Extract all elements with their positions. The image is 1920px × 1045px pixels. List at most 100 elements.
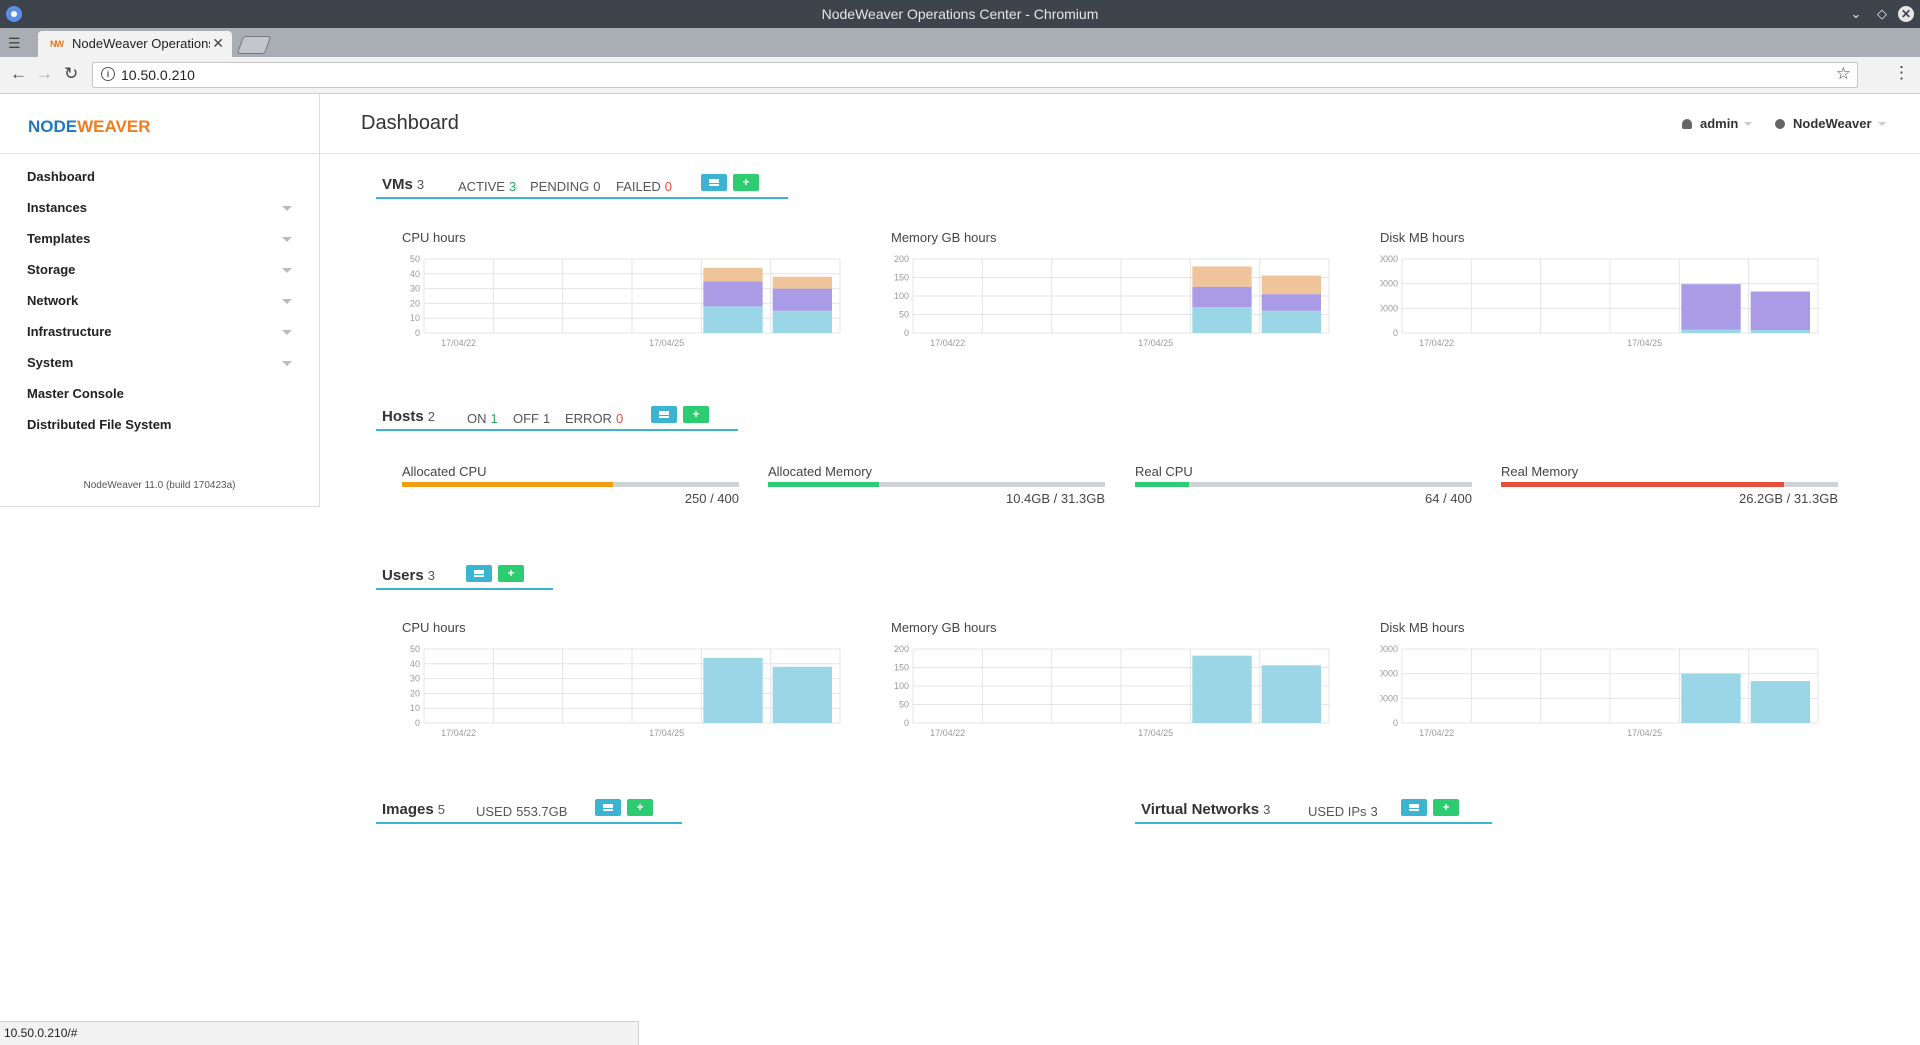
minimize-icon[interactable]: ⌄ bbox=[1850, 6, 1862, 21]
sidebar-item-dashboard[interactable]: Dashboard bbox=[0, 169, 319, 200]
reload-icon[interactable]: ↻ bbox=[64, 64, 79, 83]
y-tick-label: 150 bbox=[894, 273, 909, 283]
tab-strip: ☰ NW NodeWeaver Operations Center ✕ bbox=[0, 28, 1920, 57]
sidebar-item-instances[interactable]: Instances bbox=[0, 200, 319, 231]
nodeweaver-logo[interactable]: NODEWEAVER bbox=[28, 117, 151, 136]
sidebar-item-network[interactable]: Network bbox=[0, 293, 319, 324]
chart-bar[interactable] bbox=[1192, 307, 1252, 333]
chart-plot: 0 50 100 150 200 17/04/22 17/04/25 bbox=[894, 644, 1330, 738]
usage-label: Real Memory bbox=[1501, 464, 1579, 479]
chart-bar[interactable] bbox=[1261, 275, 1321, 295]
users-add-button[interactable]: + bbox=[498, 565, 524, 582]
user-memory-hours-chart: Memory GB hours 0 50 100 150 200 17/04/22 17/04… bbox=[891, 620, 1331, 750]
chart-bar[interactable] bbox=[1750, 330, 1810, 333]
vms-failed-stat: FAILED 0 bbox=[616, 179, 673, 194]
chart-bar[interactable] bbox=[1261, 294, 1321, 311]
sidebar-item-storage[interactable]: Storage bbox=[0, 262, 319, 293]
images-list-button[interactable] bbox=[595, 799, 621, 816]
y-tick-label: 100 bbox=[894, 291, 909, 301]
chevron-down-icon bbox=[282, 268, 292, 273]
chart-bar[interactable] bbox=[1681, 329, 1741, 333]
chart-bar[interactable] bbox=[1261, 665, 1321, 723]
browser-tab[interactable]: NW NodeWeaver Operations Center ✕ bbox=[38, 31, 232, 57]
chart-bar[interactable] bbox=[1750, 291, 1810, 331]
chart-bar[interactable] bbox=[1681, 284, 1741, 330]
chart-bar[interactable] bbox=[1681, 673, 1741, 723]
forward-icon[interactable]: → bbox=[36, 64, 53, 83]
vm-disk-hours-chart: Disk MB hours 0 5000000 10000000 15000000 17/… bbox=[1380, 230, 1820, 360]
sidebar-item-label: Master Console bbox=[27, 386, 124, 401]
tab-list-icon[interactable]: ☰ bbox=[8, 35, 21, 51]
bookmark-star-icon[interactable]: ☆ bbox=[1835, 64, 1851, 83]
site-info-icon[interactable]: i bbox=[101, 67, 115, 81]
usage-real-memory: Real Memory 26.2GB / 31.3GB bbox=[1501, 464, 1838, 508]
y-tick-label: 15000000 bbox=[1380, 644, 1398, 654]
sidebar-item-label: Dashboard bbox=[27, 169, 95, 184]
vms-title: VMs 3 bbox=[382, 176, 425, 193]
chart-bar[interactable] bbox=[703, 267, 763, 282]
maximize-icon[interactable]: ◇ bbox=[1877, 6, 1887, 21]
chart-bar[interactable] bbox=[1192, 286, 1252, 308]
sidebar-item-label: Templates bbox=[27, 231, 91, 246]
vnets-list-button[interactable] bbox=[1401, 799, 1427, 816]
sidebar-item-master-console[interactable]: Master Console bbox=[0, 386, 319, 417]
images-title: Images 5 bbox=[382, 801, 445, 818]
zone-name: NodeWeaver bbox=[1793, 116, 1872, 131]
chart-bar[interactable] bbox=[772, 288, 832, 311]
user-menu[interactable]: admin bbox=[1682, 116, 1753, 131]
user-name: admin bbox=[1700, 116, 1739, 131]
images-add-button[interactable]: + bbox=[627, 799, 653, 816]
tab-close-icon[interactable]: ✕ bbox=[212, 35, 224, 51]
y-tick-label: 30 bbox=[410, 284, 420, 294]
y-tick-label: 50 bbox=[899, 310, 909, 320]
usage-label: Allocated Memory bbox=[768, 464, 873, 479]
address-bar[interactable]: i 10.50.0.210 ☆ bbox=[92, 62, 1858, 88]
usage-track bbox=[1135, 482, 1472, 487]
zone-menu[interactable]: NodeWeaver bbox=[1775, 116, 1886, 131]
vnets-used-ips-stat: USED IPs 3 bbox=[1308, 804, 1378, 819]
status-url: 10.50.0.210/# bbox=[4, 1026, 78, 1040]
usage-fill bbox=[1501, 482, 1785, 487]
x-tick-label: 17/04/22 bbox=[930, 728, 965, 738]
vnets-title: Virtual Networks 3 bbox=[1141, 801, 1271, 818]
back-icon[interactable]: ← bbox=[10, 64, 27, 83]
usage-label: Real CPU bbox=[1135, 464, 1193, 479]
sidebar-item-system[interactable]: System bbox=[0, 355, 319, 386]
user-disk-hours-chart: Disk MB hours 0 5000000 10000000 15000000 17/… bbox=[1380, 620, 1820, 750]
chart-bar[interactable] bbox=[1192, 266, 1252, 287]
chart-plot: 0 10 20 30 40 50 17/04/22 17/04/25 bbox=[410, 254, 841, 348]
vms-list-button[interactable] bbox=[701, 174, 727, 191]
vm-memory-hours-chart: Memory GB hours 0 50 100 150 200 17/04/22 17/04… bbox=[891, 230, 1331, 360]
sidebar-item-label: System bbox=[27, 355, 74, 370]
vnets-section-header: Virtual Networks 3 USED IPs 3 + bbox=[1135, 794, 1492, 824]
chart-bar[interactable] bbox=[703, 657, 763, 723]
browser-menu-icon[interactable]: ⋮ bbox=[1893, 63, 1910, 82]
vms-add-button[interactable]: + bbox=[733, 174, 759, 191]
address-url[interactable]: 10.50.0.210 bbox=[121, 67, 195, 83]
new-tab-button[interactable] bbox=[236, 36, 272, 54]
hosts-list-button[interactable] bbox=[651, 406, 677, 423]
usage-real-cpu: Real CPU 64 / 400 bbox=[1135, 464, 1472, 508]
sidebar-item-infrastructure[interactable]: Infrastructure bbox=[0, 324, 319, 355]
chart-bar[interactable] bbox=[703, 306, 763, 333]
x-tick-label: 17/04/25 bbox=[1627, 728, 1662, 738]
hosts-add-button[interactable]: + bbox=[683, 406, 709, 423]
sidebar-item-distributed-file-system[interactable]: Distributed File System bbox=[0, 417, 319, 448]
chart-plot: 0 10 20 30 40 50 17/04/22 17/04/25 bbox=[410, 644, 841, 738]
y-tick-label: 50 bbox=[410, 254, 420, 264]
chart-bar[interactable] bbox=[703, 281, 763, 307]
chart-bar[interactable] bbox=[1750, 681, 1810, 723]
y-tick-label: 20 bbox=[410, 298, 420, 308]
sidebar-nav: Dashboard Instances Templates Storage Networ… bbox=[0, 169, 319, 448]
usage-track bbox=[768, 482, 1105, 487]
chart-bar[interactable] bbox=[1261, 310, 1321, 333]
chart-bar[interactable] bbox=[772, 276, 832, 289]
sidebar-item-templates[interactable]: Templates bbox=[0, 231, 319, 262]
chart-bar[interactable] bbox=[772, 310, 832, 333]
chart-bar[interactable] bbox=[772, 666, 832, 723]
vnets-add-button[interactable]: + bbox=[1433, 799, 1459, 816]
sidebar-item-label: Instances bbox=[27, 200, 87, 215]
users-list-button[interactable] bbox=[466, 565, 492, 582]
chart-bar[interactable] bbox=[1192, 655, 1252, 723]
close-window-icon[interactable]: ✕ bbox=[1898, 6, 1914, 22]
